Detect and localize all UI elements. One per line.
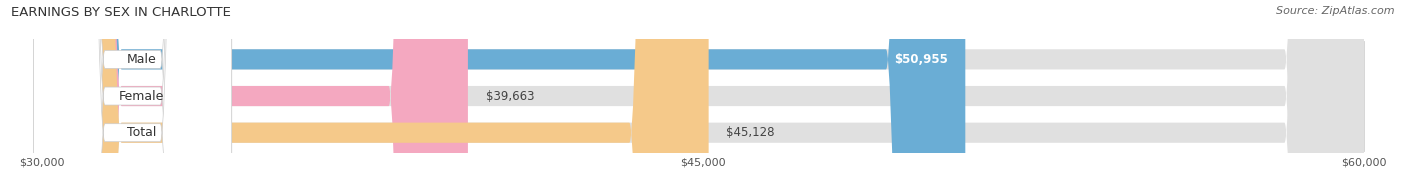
FancyBboxPatch shape bbox=[42, 0, 1364, 196]
FancyBboxPatch shape bbox=[34, 0, 232, 196]
FancyBboxPatch shape bbox=[42, 0, 1364, 196]
FancyBboxPatch shape bbox=[34, 0, 232, 196]
Text: $39,663: $39,663 bbox=[485, 90, 534, 103]
Text: Source: ZipAtlas.com: Source: ZipAtlas.com bbox=[1277, 6, 1395, 16]
FancyBboxPatch shape bbox=[42, 0, 1364, 196]
Text: Female: Female bbox=[118, 90, 165, 103]
Text: $45,128: $45,128 bbox=[727, 126, 775, 139]
Text: $50,955: $50,955 bbox=[894, 53, 948, 66]
Text: Male: Male bbox=[127, 53, 156, 66]
FancyBboxPatch shape bbox=[34, 0, 232, 196]
Text: EARNINGS BY SEX IN CHARLOTTE: EARNINGS BY SEX IN CHARLOTTE bbox=[11, 6, 231, 19]
FancyBboxPatch shape bbox=[42, 0, 966, 196]
FancyBboxPatch shape bbox=[42, 0, 468, 196]
Text: Total: Total bbox=[127, 126, 156, 139]
FancyBboxPatch shape bbox=[42, 0, 709, 196]
